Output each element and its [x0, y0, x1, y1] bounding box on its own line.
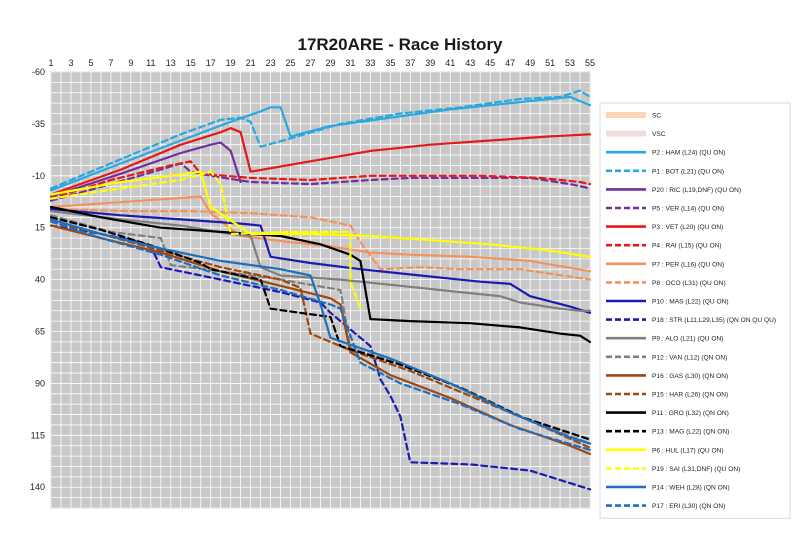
x-tick-label: 41	[445, 58, 455, 68]
legend: SC VSC P2 : HAM (L24) (QU ON) P1 : BOT (L21…	[599, 102, 791, 519]
series-line	[49, 205, 592, 343]
y-tick-label: -35	[32, 119, 45, 129]
legend-label: P18 : STR (L11,L29,L35) (QN ON QU QU)	[652, 317, 776, 324]
x-tick-label: 35	[385, 58, 395, 68]
x-tick-label: 29	[325, 58, 335, 68]
legend-label: P16 : GAS (L30) (QN ON)	[652, 373, 728, 380]
legend-label: P19 : SAI (L31,DNF) (QU ON)	[652, 466, 740, 473]
legend-label: VSC	[652, 131, 666, 138]
x-tick-label: 49	[525, 58, 535, 68]
legend-label: P15 : HAR (L26) (QN ON)	[652, 392, 728, 399]
legend-swatch	[606, 112, 646, 118]
x-tick-label: 37	[405, 58, 415, 68]
series-line	[49, 220, 592, 451]
x-tick-label: 47	[505, 58, 515, 68]
x-tick-label: 39	[425, 58, 435, 68]
legend-label: P13 : MAG (L22) (QN ON)	[652, 429, 729, 436]
y-tick-label: 15	[35, 223, 45, 233]
legend-label: P11 : GRO (L32) (QN ON)	[652, 410, 729, 417]
legend-label: P6 : HUL (L17) (QU ON)	[652, 447, 724, 454]
x-tick-label: 31	[345, 58, 355, 68]
legend-label: P4 : RAI (L15) (QU ON)	[652, 243, 722, 250]
series-line	[49, 207, 592, 281]
series-line	[49, 195, 592, 273]
x-tick-label: 51	[545, 58, 555, 68]
series-line	[49, 207, 592, 314]
x-tick-label: 7	[108, 58, 113, 68]
series-line	[49, 141, 242, 198]
legend-swatch	[606, 130, 646, 137]
series-line	[49, 95, 592, 192]
legend-label: P7 : PER (L16) (QU ON)	[652, 261, 724, 268]
x-tick-label: 55	[585, 58, 595, 68]
plot-area: 1 3 5 7 9 11 13 15 17 19 21 23 25 27 29 31 33 35 37 39 41 43 4…	[30, 58, 595, 509]
y-tick-label: 90	[35, 378, 45, 388]
series-line	[49, 220, 592, 449]
x-tick-label: 3	[68, 58, 73, 68]
x-tick-label: 23	[266, 58, 276, 68]
x-tick-label: 27	[306, 58, 316, 68]
legend-label: P9 : ALO (L21) (QU ON)	[652, 336, 723, 343]
legend-label: P17 : ERI (L30) (QN ON)	[652, 503, 725, 510]
legend-label: P10 : MAS (L22) (QU ON)	[652, 299, 729, 306]
legend-label: P2 : HAM (L24) (QU ON)	[652, 150, 725, 157]
x-tick-label: 5	[88, 58, 93, 68]
x-tick-label: 15	[186, 58, 196, 68]
series-line	[49, 127, 592, 196]
x-tick-label: 33	[365, 58, 375, 68]
y-tick-label: 115	[31, 430, 45, 440]
legend-label: P20 : RIC (L19,DNF) (QU ON)	[652, 187, 741, 194]
x-tick-label: 21	[246, 58, 256, 68]
series-line	[49, 160, 592, 200]
y-tick-label: -60	[32, 67, 45, 77]
legend-box	[599, 102, 791, 519]
x-tick-label: 19	[226, 58, 236, 68]
series-line	[49, 89, 592, 190]
x-tick-label: 11	[146, 58, 155, 68]
x-tick-label: 1	[48, 58, 53, 68]
y-tick-label: 40	[35, 275, 45, 285]
legend-label: SC	[652, 113, 661, 120]
legend-label: P14 : WEH (L28) (QN ON)	[652, 485, 730, 492]
y-tick-label: 65	[35, 327, 45, 337]
x-tick-label: 53	[565, 58, 575, 68]
legend-label: P12 : VAN (L12) (QN ON)	[652, 354, 727, 361]
series-line	[49, 218, 592, 445]
y-tick-label: -10	[32, 171, 45, 181]
x-tick-label: 25	[286, 58, 296, 68]
series-line	[49, 170, 592, 258]
series-line	[49, 170, 362, 310]
x-tick-label: 13	[166, 58, 176, 68]
x-tick-label: 9	[128, 58, 133, 68]
x-tick-label: 45	[485, 58, 495, 68]
legend-label: P8 : OCO (L31) (QU ON)	[652, 280, 726, 287]
legend-label: P1 : BOT (L21) (QU ON)	[652, 168, 724, 175]
legend-label: P5 : VER (L14) (QU ON)	[652, 206, 724, 213]
series-line	[49, 210, 592, 312]
legend-label: P3 : VET (L20) (QU ON)	[652, 224, 723, 231]
x-tick-label: 43	[465, 58, 475, 68]
x-tick-label: 17	[206, 58, 216, 68]
y-tick-label: 140	[30, 482, 45, 492]
chart-title: 17R20ARE - Race History	[297, 35, 503, 54]
